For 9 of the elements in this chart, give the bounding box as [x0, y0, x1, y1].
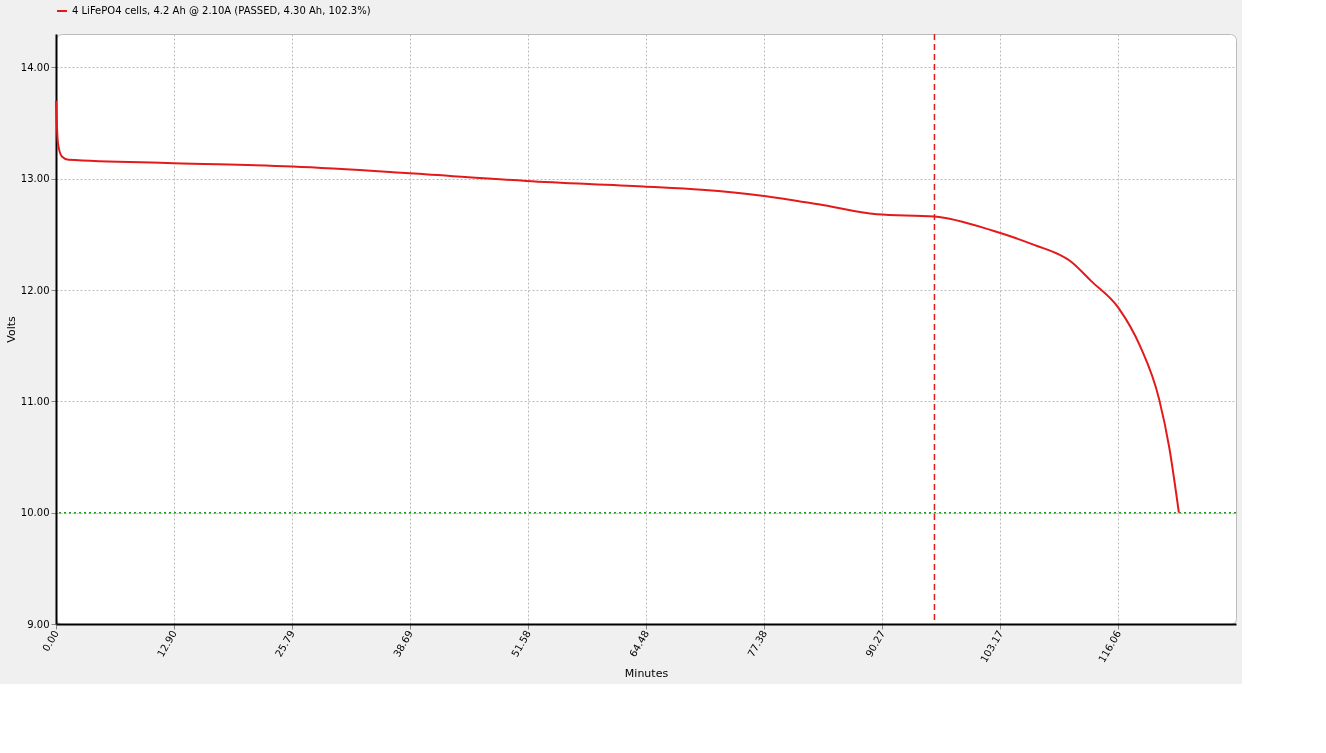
x-axis-title: Minutes [624, 667, 669, 681]
y-tick-label: 14.00 [20, 61, 50, 73]
y-tick-label: 9.00 [27, 618, 50, 630]
y-tick-label: 12.00 [20, 284, 50, 296]
y-tick-label: 10.00 [20, 507, 50, 519]
y-axis-title: Volts [4, 315, 18, 343]
legend-label: 4 LiFePO4 cells, 4.2 Ah @ 2.10A (PASSED, 4.30 Ah, 102.3%) [72, 5, 371, 16]
y-tick-label: 13.00 [20, 173, 50, 185]
y-tick-label: 11.00 [20, 395, 50, 407]
